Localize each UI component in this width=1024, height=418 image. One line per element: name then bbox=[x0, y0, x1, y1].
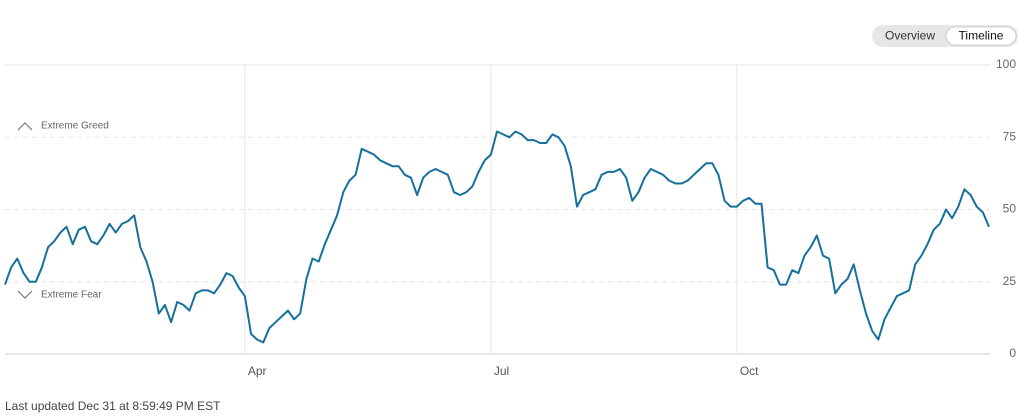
x-tick-label: Jul bbox=[494, 364, 509, 378]
annotation: Extreme Fear bbox=[41, 290, 102, 301]
y-tick-label: 25 bbox=[1003, 274, 1017, 288]
x-tick-label: Oct bbox=[740, 364, 759, 378]
y-tick-label: 0 bbox=[1009, 346, 1016, 360]
annotation: Extreme Greed bbox=[41, 121, 109, 132]
footer: Last updated Dec 31 at 8:59:49 PM EST bbox=[5, 399, 221, 413]
greed-icon bbox=[17, 122, 33, 131]
line bbox=[4, 130, 990, 344]
y-tick-label: 75 bbox=[1003, 129, 1017, 143]
fear-icon bbox=[17, 290, 33, 299]
tab-selected-bg bbox=[945, 26, 1017, 46]
y-tick-label: 100 bbox=[996, 57, 1016, 71]
tab-timeline[interactable]: Timeline bbox=[959, 29, 1004, 43]
x-tick-label: Apr bbox=[248, 364, 267, 378]
tab-overview[interactable]: Overview bbox=[885, 29, 935, 43]
y-tick-label: 50 bbox=[1003, 202, 1017, 216]
